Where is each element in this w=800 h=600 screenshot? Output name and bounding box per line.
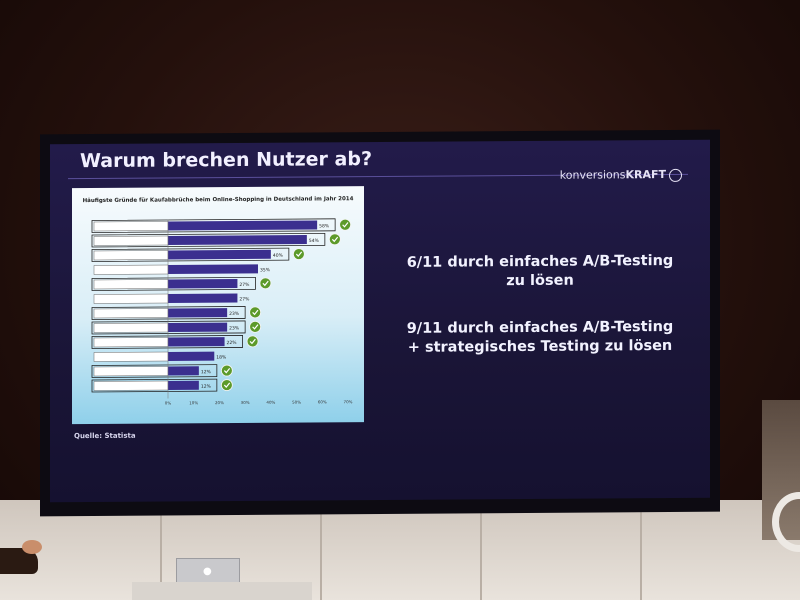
apple-logo-icon: ● <box>203 566 212 577</box>
bar-data-label: 23% <box>229 325 240 331</box>
x-tick-label: 0% <box>165 400 172 405</box>
bar <box>168 293 238 303</box>
check-mark-icon <box>252 324 259 330</box>
check-mark-icon <box>295 251 303 257</box>
x-tick-label: 60% <box>318 399 327 404</box>
bar <box>168 380 199 390</box>
x-tick-label: 40% <box>266 400 275 405</box>
category-label-box <box>93 279 169 290</box>
check-mark-icon <box>223 367 231 374</box>
bar <box>168 308 228 318</box>
x-tick-label: 50% <box>292 400 301 405</box>
podium <box>132 582 312 600</box>
bar-data-label: 23% <box>229 311 240 317</box>
bar <box>168 235 307 245</box>
presenter-hand <box>22 540 42 554</box>
claim-2-line-2: + strategisches Testing zu lösen <box>407 337 673 356</box>
bar <box>168 322 228 332</box>
check-mark-icon <box>342 222 349 228</box>
claim-2: 9/11 durch einfaches A/B-Testing + strat… <box>370 318 710 358</box>
highlight-outline <box>91 232 326 248</box>
bar-data-label: 58% <box>319 223 330 229</box>
bar-data-label: 27% <box>239 296 250 302</box>
source-note: Quelle: Statista <box>74 431 136 441</box>
category-label-box <box>93 337 169 348</box>
bar-data-label: 18% <box>216 355 227 361</box>
wall-panel-seam <box>640 500 642 600</box>
claim-1-line-2: zu lösen <box>506 272 574 290</box>
bar <box>168 220 318 231</box>
check-mark-icon <box>223 382 231 388</box>
highlight-outline <box>91 306 246 320</box>
ring-decoration <box>772 492 800 552</box>
bar <box>168 278 238 289</box>
bar-data-label: 40% <box>273 253 284 259</box>
presentation-slide: Warum brechen Nutzer ab? konversionsKRAF… <box>50 139 710 503</box>
category-label-box <box>93 308 169 319</box>
check-mark-icon <box>249 338 256 345</box>
check-icon <box>339 218 352 231</box>
check-mark-icon <box>252 309 259 316</box>
highlight-outline <box>91 276 256 291</box>
claim-1: 6/11 durch einfaches A/B-Testing zu löse… <box>370 252 710 292</box>
highlight-outline <box>91 247 290 262</box>
check-icon <box>292 248 305 260</box>
bar-data-label: 12% <box>201 369 212 375</box>
bar-data-label: 35% <box>260 267 271 273</box>
bar <box>168 249 271 260</box>
category-label-box <box>93 235 169 246</box>
brand-logo: konversionsKRAFT <box>560 168 682 182</box>
x-tick-label: 30% <box>241 400 250 405</box>
claim-2-line-1: 9/11 durch einfaches A/B-Testing <box>406 318 674 337</box>
brand-text-light: konversions <box>559 168 626 182</box>
highlight-outline <box>91 335 243 349</box>
category-label-box <box>93 366 169 377</box>
check-icon <box>328 233 341 246</box>
check-icon <box>259 277 272 290</box>
category-label-box <box>93 264 169 275</box>
bar-data-label: 12% <box>201 384 212 390</box>
bar-data-label: 54% <box>309 238 320 244</box>
bar <box>168 366 199 376</box>
highlight-outline <box>91 218 336 233</box>
bar <box>168 351 215 361</box>
category-label-box <box>93 293 169 304</box>
check-icon <box>249 320 262 333</box>
highlight-outline <box>91 364 218 378</box>
slide-title: Warum brechen Nutzer ab? <box>80 148 372 173</box>
bar-data-label: 27% <box>239 282 250 288</box>
category-label-box <box>93 351 169 362</box>
x-tick-label: 10% <box>189 400 198 405</box>
claim-1-line-1: 6/11 durch einfaches A/B-Testing <box>406 252 674 271</box>
wall-panel-seam <box>320 500 322 600</box>
category-label-box <box>93 322 169 333</box>
bar-chart: 58% 54% 40% 35% 27% 27% 23% 23% 22% 18% 12% 12% 0% 10… <box>91 218 353 406</box>
category-label-box <box>93 380 169 391</box>
highlight-outline <box>91 378 218 393</box>
x-tick-label: 70% <box>344 399 353 404</box>
bar <box>168 337 225 347</box>
check-mark-icon <box>262 280 269 287</box>
bar-data-label: 22% <box>227 340 238 346</box>
check-icon <box>220 379 233 391</box>
check-icon <box>246 335 259 348</box>
x-tick-label: 20% <box>215 400 224 405</box>
category-label-box <box>93 221 169 232</box>
check-icon <box>220 364 233 377</box>
category-label-box <box>93 250 169 261</box>
bar <box>168 264 258 274</box>
wall-panel-seam <box>160 500 162 600</box>
check-icon <box>249 306 262 319</box>
highlight-outline <box>91 320 246 335</box>
chart-panel: Häufigste Gründe für Kaufabbrüche beim O… <box>72 186 364 425</box>
brand-mark-icon <box>669 168 682 182</box>
check-mark-icon <box>331 236 339 243</box>
wall-panel-seam <box>480 500 482 600</box>
brand-text-bold: KRAFT <box>625 168 666 182</box>
